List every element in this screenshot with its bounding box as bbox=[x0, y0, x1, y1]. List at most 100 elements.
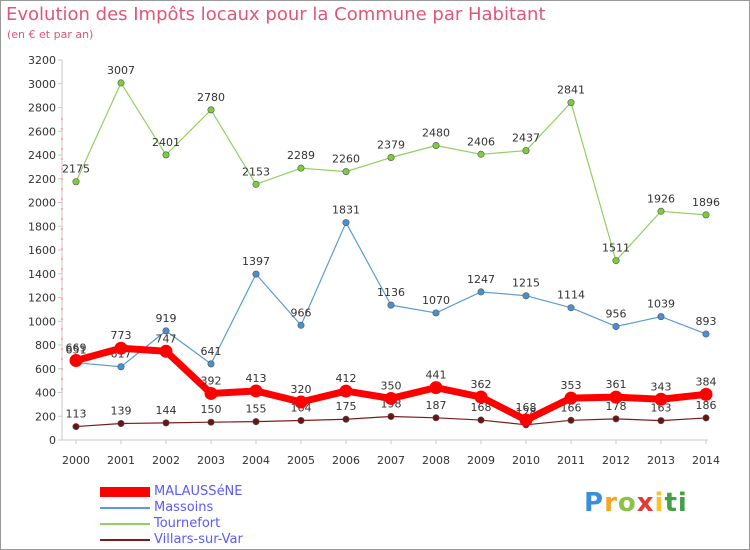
data-label-massoins: 1247 bbox=[467, 273, 495, 286]
legend-swatch bbox=[100, 487, 150, 497]
data-label-villars-sur-var: 144 bbox=[156, 404, 177, 417]
data-point-villars-sur-var bbox=[207, 418, 215, 426]
data-label-tournefort: 2780 bbox=[197, 91, 225, 104]
data-label-malauss-ne: 413 bbox=[246, 372, 267, 385]
data-label-villars-sur-var: 155 bbox=[246, 403, 267, 416]
data-point-villars-sur-var bbox=[612, 415, 620, 423]
data-label-massoins: 641 bbox=[201, 345, 222, 358]
y-tick-label: 2200 bbox=[28, 173, 56, 186]
data-point-villars-sur-var bbox=[72, 423, 80, 431]
data-label-malauss-ne: 412 bbox=[336, 372, 357, 385]
data-point-malauss-ne bbox=[204, 386, 218, 400]
legend-swatch bbox=[100, 539, 150, 541]
data-point-massoins bbox=[342, 219, 350, 227]
data-point-villars-sur-var bbox=[567, 416, 575, 424]
data-label-massoins: 1136 bbox=[377, 286, 405, 299]
data-point-tournefort bbox=[117, 79, 125, 87]
data-label-malauss-ne: 669 bbox=[66, 342, 87, 355]
data-label-malauss-ne: 168 bbox=[516, 401, 537, 414]
data-point-malauss-ne bbox=[699, 387, 713, 401]
data-label-malauss-ne: 343 bbox=[651, 380, 672, 393]
data-label-villars-sur-var: 150 bbox=[201, 403, 222, 416]
data-label-malauss-ne: 384 bbox=[696, 375, 717, 388]
data-point-villars-sur-var bbox=[477, 416, 485, 424]
legend-label: Tournefort bbox=[154, 516, 221, 531]
data-point-malauss-ne bbox=[564, 391, 578, 405]
chart-subtitle: (en € et par an) bbox=[7, 28, 94, 41]
data-point-tournefort bbox=[567, 99, 575, 107]
y-tick-label: 600 bbox=[35, 363, 56, 376]
y-tick-label: 800 bbox=[35, 339, 56, 352]
x-tick-label: 2011 bbox=[557, 454, 585, 467]
data-label-malauss-ne: 361 bbox=[606, 378, 627, 391]
data-label-massoins: 893 bbox=[696, 315, 717, 328]
series-line-tournefort bbox=[75, 82, 707, 262]
y-tick-label: 200 bbox=[35, 410, 56, 423]
x-tick-label: 2003 bbox=[197, 454, 225, 467]
data-point-massoins bbox=[117, 363, 125, 371]
data-point-tournefort bbox=[612, 257, 620, 265]
data-point-tournefort bbox=[522, 147, 530, 155]
data-label-malauss-ne: 350 bbox=[381, 379, 402, 392]
data-point-massoins bbox=[252, 270, 260, 278]
x-tick-label: 2012 bbox=[602, 454, 630, 467]
data-label-tournefort: 1896 bbox=[692, 196, 720, 209]
x-tick-label: 2009 bbox=[467, 454, 495, 467]
data-point-massoins bbox=[657, 313, 665, 321]
legend-swatch bbox=[100, 523, 150, 525]
data-label-villars-sur-var: 113 bbox=[66, 408, 87, 421]
data-point-tournefort bbox=[162, 151, 170, 159]
data-point-malauss-ne bbox=[384, 391, 398, 405]
y-tick-label: 1000 bbox=[28, 315, 56, 328]
data-label-massoins: 1215 bbox=[512, 277, 540, 290]
data-point-malauss-ne bbox=[159, 344, 173, 358]
data-label-massoins: 1831 bbox=[332, 204, 360, 217]
data-label-malauss-ne: 353 bbox=[561, 379, 582, 392]
data-label-villars-sur-var: 186 bbox=[696, 399, 717, 412]
data-point-malauss-ne bbox=[474, 390, 488, 404]
data-point-tournefort bbox=[702, 211, 710, 219]
data-label-tournefort: 2437 bbox=[512, 132, 540, 145]
data-point-massoins bbox=[162, 327, 170, 335]
y-tick-label: 1600 bbox=[28, 244, 56, 257]
data-label-massoins: 651 bbox=[66, 344, 87, 357]
data-point-malauss-ne bbox=[339, 384, 353, 398]
x-tick-label: 2014 bbox=[692, 454, 720, 467]
data-point-tournefort bbox=[297, 164, 305, 172]
data-point-villars-sur-var bbox=[117, 419, 125, 427]
data-point-massoins bbox=[702, 330, 710, 338]
legend-label: Villars-sur-Var bbox=[154, 532, 243, 547]
data-point-villars-sur-var bbox=[252, 418, 260, 426]
data-point-tournefort bbox=[387, 153, 395, 161]
data-label-tournefort: 1926 bbox=[647, 192, 675, 205]
data-label-malauss-ne: 392 bbox=[201, 374, 222, 387]
y-tick-label: 1800 bbox=[28, 220, 56, 233]
data-point-villars-sur-var bbox=[657, 417, 665, 425]
data-label-tournefort: 2841 bbox=[557, 84, 585, 97]
data-label-malauss-ne: 320 bbox=[291, 383, 312, 396]
data-label-tournefort: 2401 bbox=[152, 136, 180, 149]
data-point-malauss-ne bbox=[114, 341, 128, 355]
data-label-tournefort: 2480 bbox=[422, 127, 450, 140]
x-tick-label: 2010 bbox=[512, 454, 540, 467]
y-tick-label: 2000 bbox=[28, 197, 56, 210]
data-point-malauss-ne bbox=[69, 354, 83, 368]
data-label-massoins: 919 bbox=[156, 312, 177, 325]
data-point-villars-sur-var bbox=[162, 419, 170, 427]
data-point-massoins bbox=[612, 322, 620, 330]
proxiti-logo: Proxiti bbox=[584, 488, 688, 518]
data-label-massoins: 1039 bbox=[647, 298, 675, 311]
data-point-massoins bbox=[477, 288, 485, 296]
y-tick-label: 2400 bbox=[28, 149, 56, 162]
data-point-villars-sur-var bbox=[702, 414, 710, 422]
data-point-massoins bbox=[567, 304, 575, 312]
x-tick-label: 2004 bbox=[242, 454, 270, 467]
data-point-massoins bbox=[207, 360, 215, 368]
data-point-villars-sur-var bbox=[387, 412, 395, 420]
data-point-tournefort bbox=[207, 106, 215, 114]
y-tick-label: 3000 bbox=[28, 78, 56, 91]
x-tick-label: 2006 bbox=[332, 454, 360, 467]
data-point-malauss-ne bbox=[249, 384, 263, 398]
data-point-tournefort bbox=[477, 150, 485, 158]
